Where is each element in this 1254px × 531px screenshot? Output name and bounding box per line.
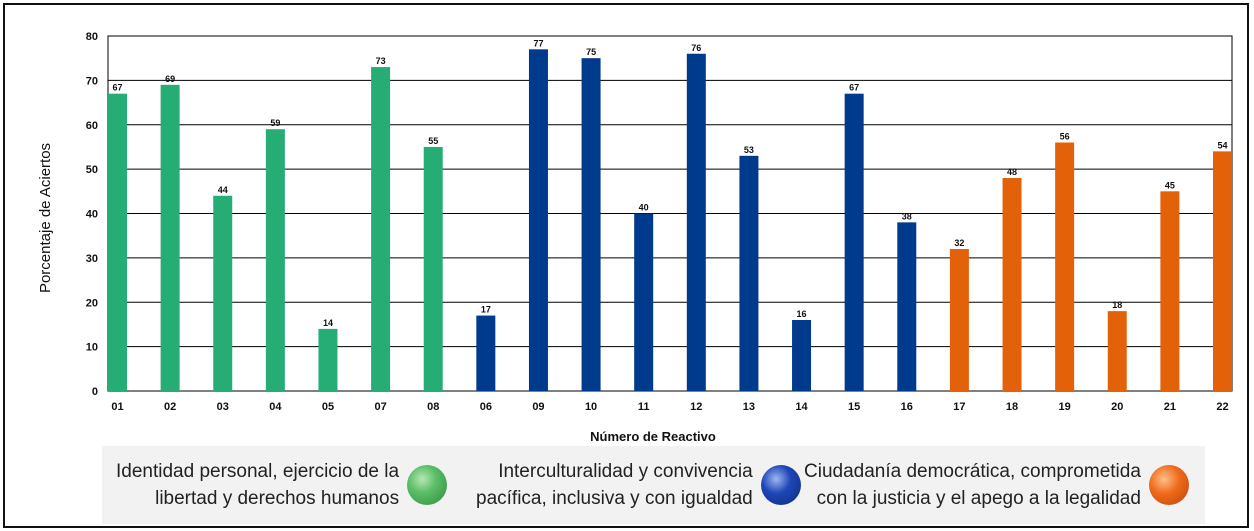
x-tick-label: 13 (743, 401, 755, 413)
x-tick-label: 16 (901, 401, 913, 413)
x-tick-label: 22 (1216, 401, 1228, 413)
y-tick-label: 50 (86, 164, 98, 176)
bar (213, 195, 233, 391)
bar (371, 67, 391, 391)
x-tick-label: 20 (1111, 401, 1123, 413)
bar (686, 53, 706, 391)
data-label: 53 (744, 145, 754, 155)
bar (1055, 142, 1075, 391)
legend-item-identidad: Identidad personal, ejercicio de la libe… (116, 446, 448, 524)
bar (1160, 191, 1180, 391)
x-tick-label: 02 (164, 401, 176, 413)
bar (1002, 178, 1022, 391)
y-tick-label: 0 (92, 386, 98, 398)
bar (108, 93, 127, 391)
x-tick-label: 19 (1059, 401, 1071, 413)
bar (423, 146, 443, 391)
data-label: 45 (1165, 180, 1175, 190)
y-tick-label: 30 (86, 253, 98, 265)
data-label: 56 (1060, 132, 1070, 142)
data-label: 73 (376, 56, 386, 66)
x-tick-label: 06 (480, 401, 492, 413)
legend-item-ciudadania: Ciudadanía democrática, comprometida con… (804, 446, 1189, 524)
bar (476, 315, 496, 391)
bar (897, 222, 917, 391)
bar (528, 49, 548, 391)
data-label: 67 (112, 83, 122, 93)
x-tick-label: 01 (111, 401, 123, 413)
legend: Identidad personal, ejercicio de la libe… (102, 446, 1205, 524)
x-tick-label: 03 (217, 401, 229, 413)
x-tick-label: 09 (532, 401, 544, 413)
x-tick-label: 10 (585, 401, 597, 413)
legend-text: Identidad personal, ejercicio de la libe… (116, 461, 400, 509)
bar (739, 155, 759, 391)
bar (949, 249, 969, 391)
data-label: 59 (270, 118, 280, 128)
y-tick-label: 10 (86, 342, 98, 354)
data-label: 54 (1217, 140, 1227, 150)
orange-circle-icon (1148, 465, 1189, 505)
tick-labels: 0 10 20 30 40 50 60 70 80 01 02 03 04 05 07 08 06 09 10 11 1… (86, 31, 1229, 413)
x-tick-label: 04 (269, 401, 282, 413)
data-label: 67 (849, 83, 859, 93)
x-tick-label: 11 (638, 401, 650, 413)
legend-text: Interculturalidad y convivencia pacífica… (476, 461, 753, 509)
bar (265, 129, 285, 391)
x-tick-label: 18 (1006, 401, 1018, 413)
data-label: 32 (954, 238, 964, 248)
data-label: 48 (1007, 167, 1017, 177)
bar (1107, 311, 1127, 391)
bar (581, 58, 601, 391)
x-tick-label: 12 (690, 401, 702, 413)
y-tick-label: 70 (86, 75, 98, 87)
y-tick-label: 80 (86, 31, 98, 43)
data-label: 38 (902, 211, 912, 221)
data-label: 69 (165, 74, 175, 84)
x-tick-label: 08 (427, 401, 439, 413)
grid-lines (107, 35, 1233, 392)
data-label: 75 (586, 47, 596, 57)
x-axis-label: Número de Reactivo (590, 429, 716, 444)
y-tick-label: 60 (86, 120, 98, 132)
legend-item-interculturalidad: Interculturalidad y convivencia pacífica… (476, 446, 801, 524)
data-label: 44 (218, 185, 228, 195)
data-label: 17 (481, 305, 491, 315)
data-label: 76 (691, 43, 701, 53)
y-tick-label: 40 (86, 209, 98, 221)
x-tick-label: 15 (848, 401, 860, 413)
y-axis-label: Porcentaje de Aciertos (37, 143, 54, 293)
data-label: 55 (428, 136, 438, 146)
x-tick-label: 07 (374, 401, 386, 413)
green-circle-icon (407, 465, 448, 505)
data-labels: 67 69 44 59 14 73 55 17 77 75 40 76 53 16 67 38 32 48 56 18… (112, 38, 1227, 328)
bar (318, 328, 338, 391)
x-tick-label: 05 (322, 401, 334, 413)
bar (1213, 151, 1232, 391)
data-label: 40 (639, 203, 649, 213)
chart-frame (3, 3, 1249, 528)
bar (160, 84, 180, 391)
bar (792, 320, 812, 391)
data-label: 77 (533, 38, 543, 48)
legend-text: Ciudadanía democrática, comprometida con… (804, 461, 1141, 509)
x-tick-label: 17 (953, 401, 965, 413)
bar (844, 93, 864, 391)
y-tick-label: 20 (86, 297, 98, 309)
blue-circle-icon (760, 465, 801, 505)
x-tick-label: 21 (1164, 401, 1176, 413)
x-tick-label: 14 (795, 401, 808, 413)
bars (108, 49, 1232, 391)
bar (634, 213, 654, 391)
data-label: 18 (1112, 300, 1122, 310)
data-label: 14 (323, 318, 333, 328)
data-label: 16 (797, 309, 807, 319)
